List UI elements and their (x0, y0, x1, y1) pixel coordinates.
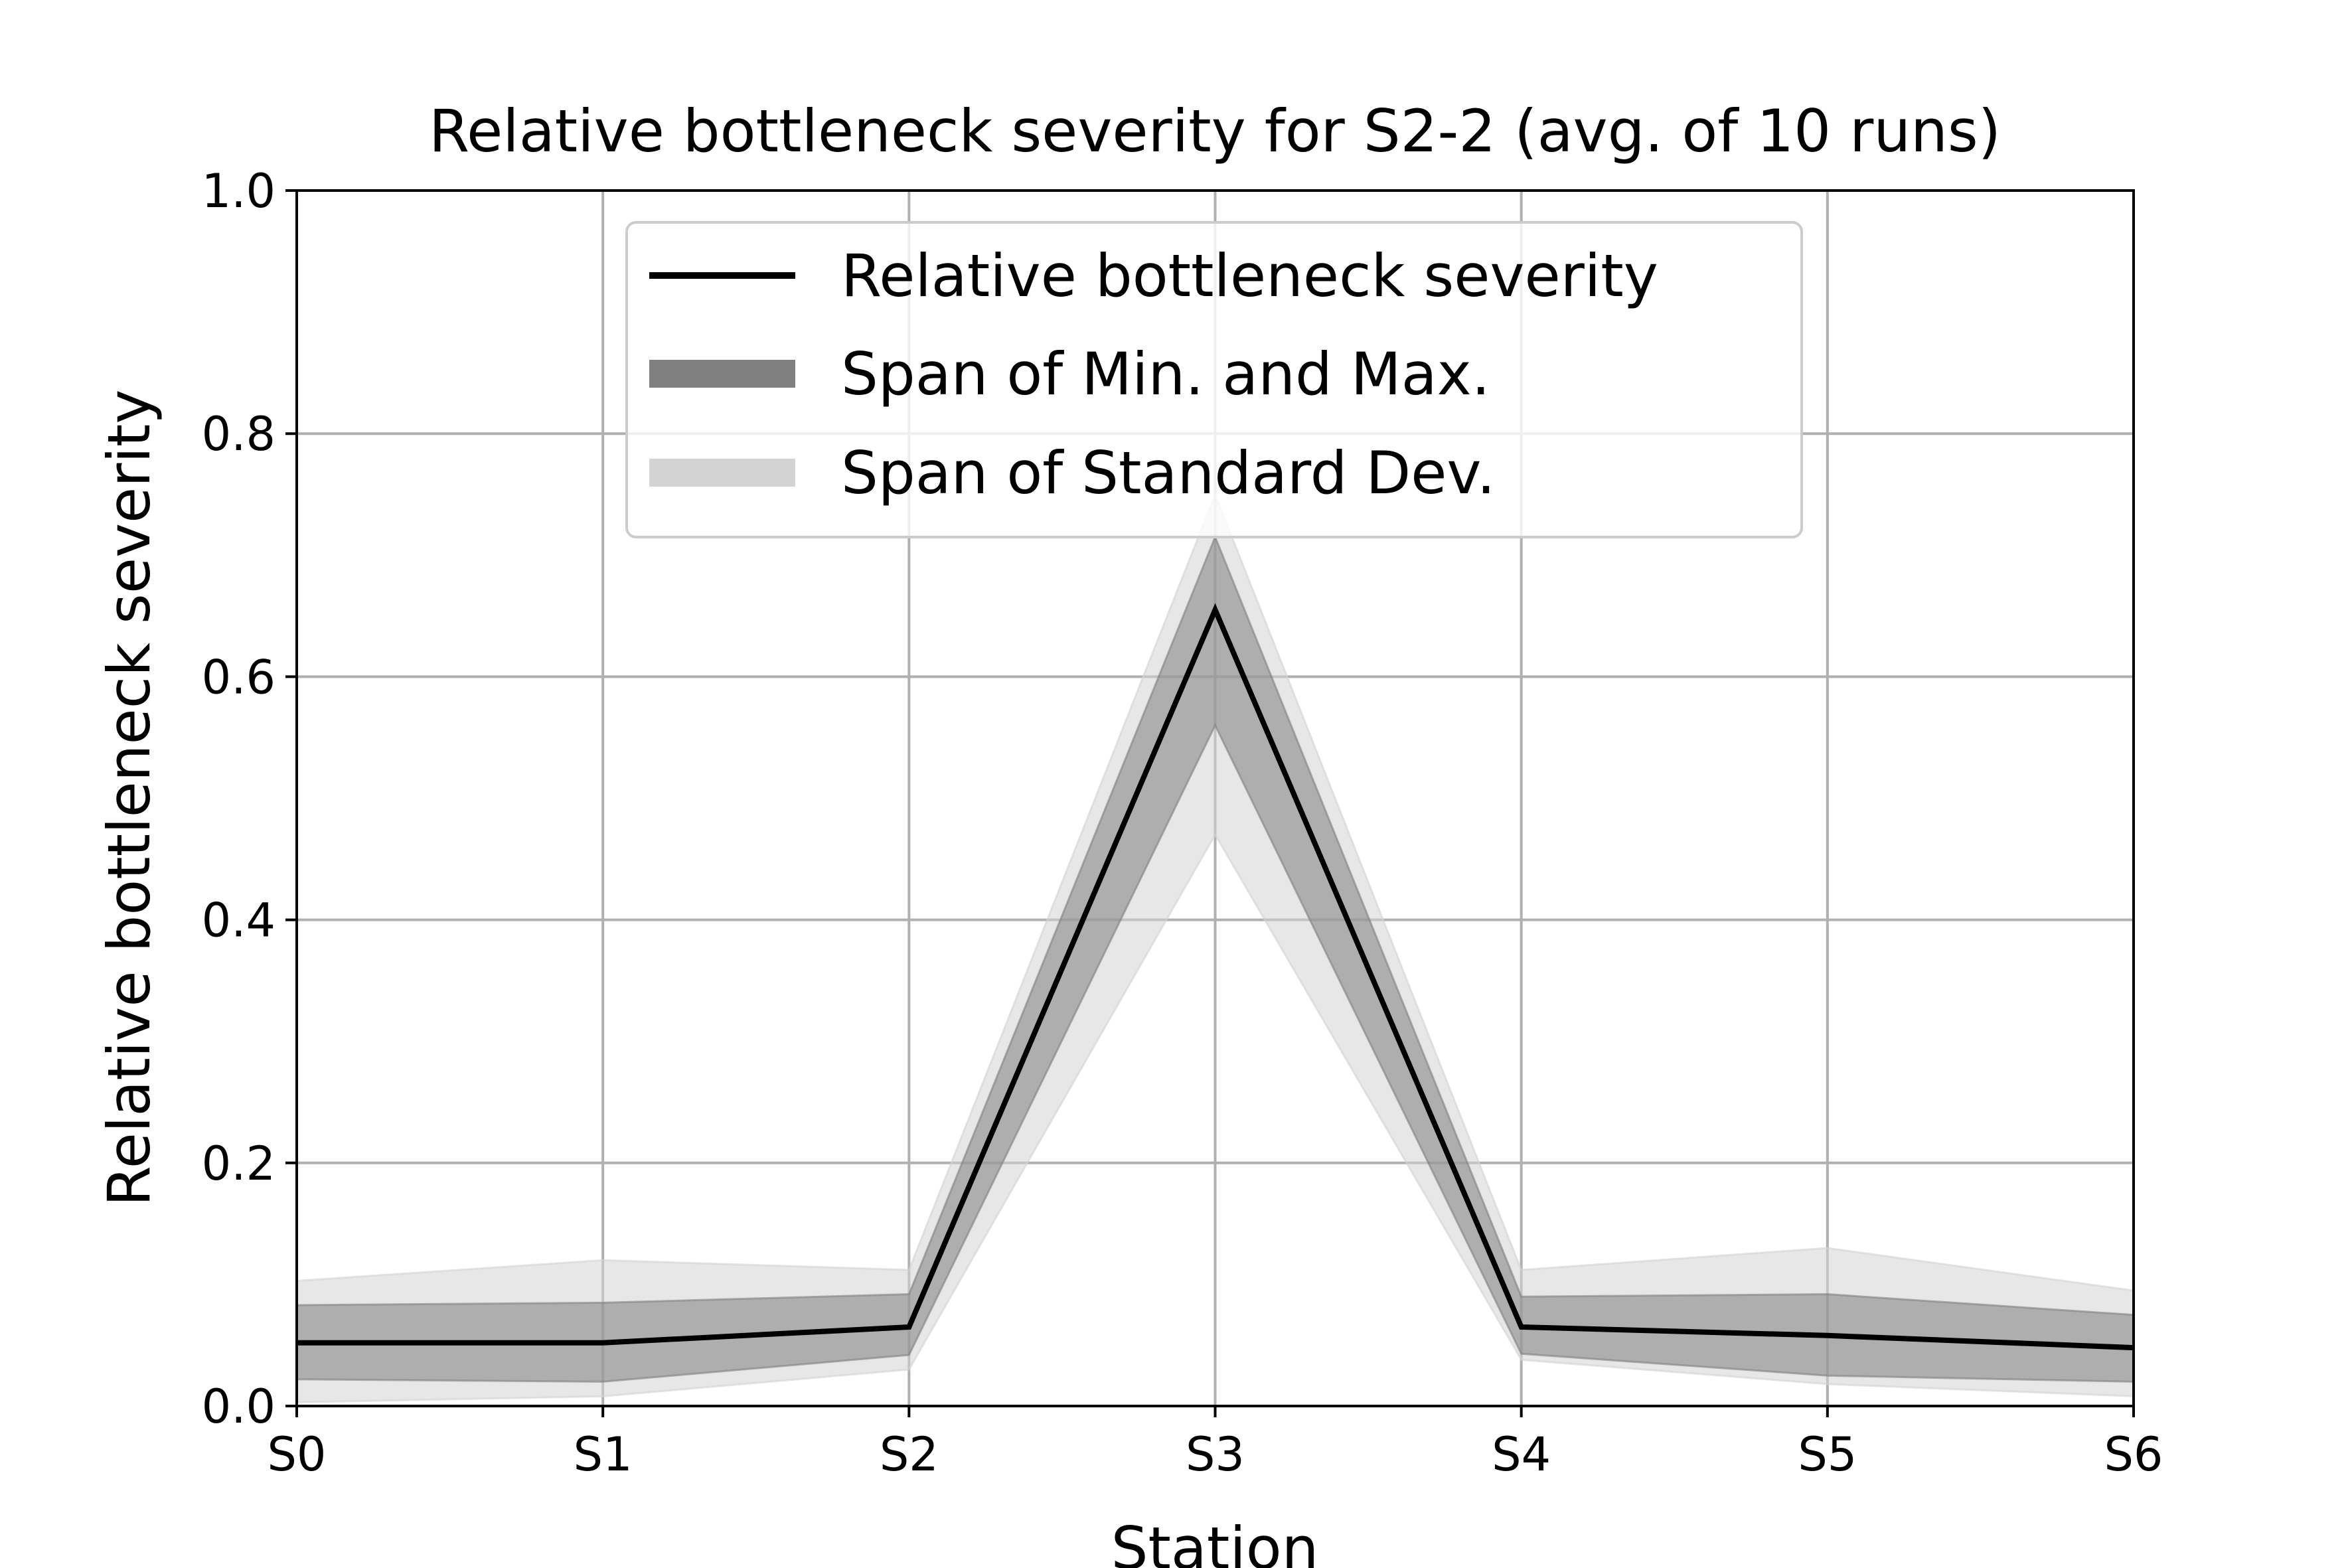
y-tick-label: 0.4 (202, 894, 275, 948)
x-tick-label: S6 (2104, 1427, 2163, 1482)
legend: Relative bottleneck severity Span of Min… (625, 221, 1803, 538)
series-lines (297, 603, 2134, 1351)
x-tick-label: S1 (574, 1427, 633, 1482)
y-tick-label: 1.0 (202, 164, 275, 218)
legend-label-stddev: Span of Standard Dev. (841, 439, 1496, 507)
y-tick-label: 0.2 (202, 1137, 275, 1191)
legend-box (625, 221, 1803, 538)
x-tick-label: S3 (1186, 1427, 1245, 1482)
legend-label-line: Relative bottleneck severity (841, 242, 1658, 310)
y-tick-label: 0.8 (202, 407, 275, 461)
x-tick-label: S2 (880, 1427, 939, 1482)
x-tick-label: S0 (268, 1427, 327, 1482)
x-tick-label: S4 (1492, 1427, 1551, 1482)
x-ticks: S0 S1 S2 S3 S4 S5 S6 (268, 1406, 2163, 1482)
x-tick-label: S5 (1798, 1427, 1857, 1482)
y-axis-label: Relative bottleneck severity (95, 390, 163, 1207)
legend-label-minmax: Span of Min. and Max. (841, 340, 1490, 408)
y-tick-label: 0.6 (202, 650, 275, 704)
y-ticks: 0.0 0.2 0.4 0.6 0.8 1.0 (202, 164, 297, 1434)
series-line-severity (297, 603, 2134, 1351)
x-axis-label: Station (1111, 1514, 1319, 1568)
y-tick-label: 0.0 (202, 1379, 275, 1434)
chart-title: Relative bottleneck severity for S2-2 (a… (429, 97, 2001, 165)
